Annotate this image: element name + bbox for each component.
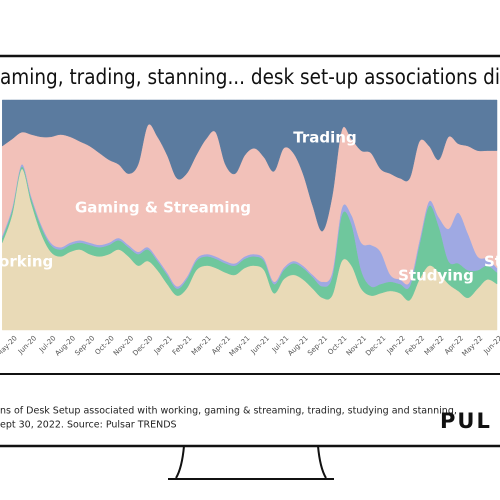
caption-line: ns of Desk Setup associated with working… [0, 406, 457, 417]
area-series [2, 99, 498, 232]
x-tick-label: Jan-22 [385, 334, 407, 356]
x-tick-label: Mar-21 [190, 334, 213, 357]
series-label: Stanning [484, 253, 500, 271]
caption-line: ept 30, 2022. Source: Pulsar TRENDS [0, 420, 177, 431]
x-tick-label: Nov-20 [112, 334, 135, 357]
x-tick-label: Dec-20 [131, 334, 154, 357]
plot-area [2, 99, 498, 331]
x-tick-label: Sep-20 [73, 334, 96, 357]
logo: PUL [440, 409, 492, 433]
x-tick-label: Jun-21 [249, 334, 271, 356]
series-label: Studying [398, 267, 474, 285]
x-tick-label: May-20 [0, 334, 19, 358]
x-tick-label: Feb-21 [171, 334, 194, 357]
series-label: Working [0, 253, 53, 271]
x-tick-label: Mar-22 [423, 334, 446, 357]
x-tick-label: Jun-20 [16, 334, 38, 356]
monitor-stand [175, 445, 327, 479]
x-tick-label: Jan-21 [152, 334, 174, 356]
x-tick-label: Jun-22 [482, 334, 500, 356]
x-tick-label: Dec-21 [364, 334, 387, 357]
x-tick-label: May-22 [461, 334, 485, 358]
series-label: Gaming & Streaming [75, 199, 251, 217]
x-tick-label: Sep-21 [306, 334, 329, 357]
x-tick-label: Aug-21 [286, 334, 309, 357]
series-label: Trading [293, 129, 356, 147]
chart-title: aming, trading, stanning... desk set-up … [0, 65, 500, 89]
x-tick-label: May-21 [228, 334, 252, 358]
x-tick-label: Feb-22 [404, 334, 427, 357]
x-tick-label: Aug-20 [54, 334, 77, 357]
x-tick-label: Nov-21 [345, 334, 368, 357]
